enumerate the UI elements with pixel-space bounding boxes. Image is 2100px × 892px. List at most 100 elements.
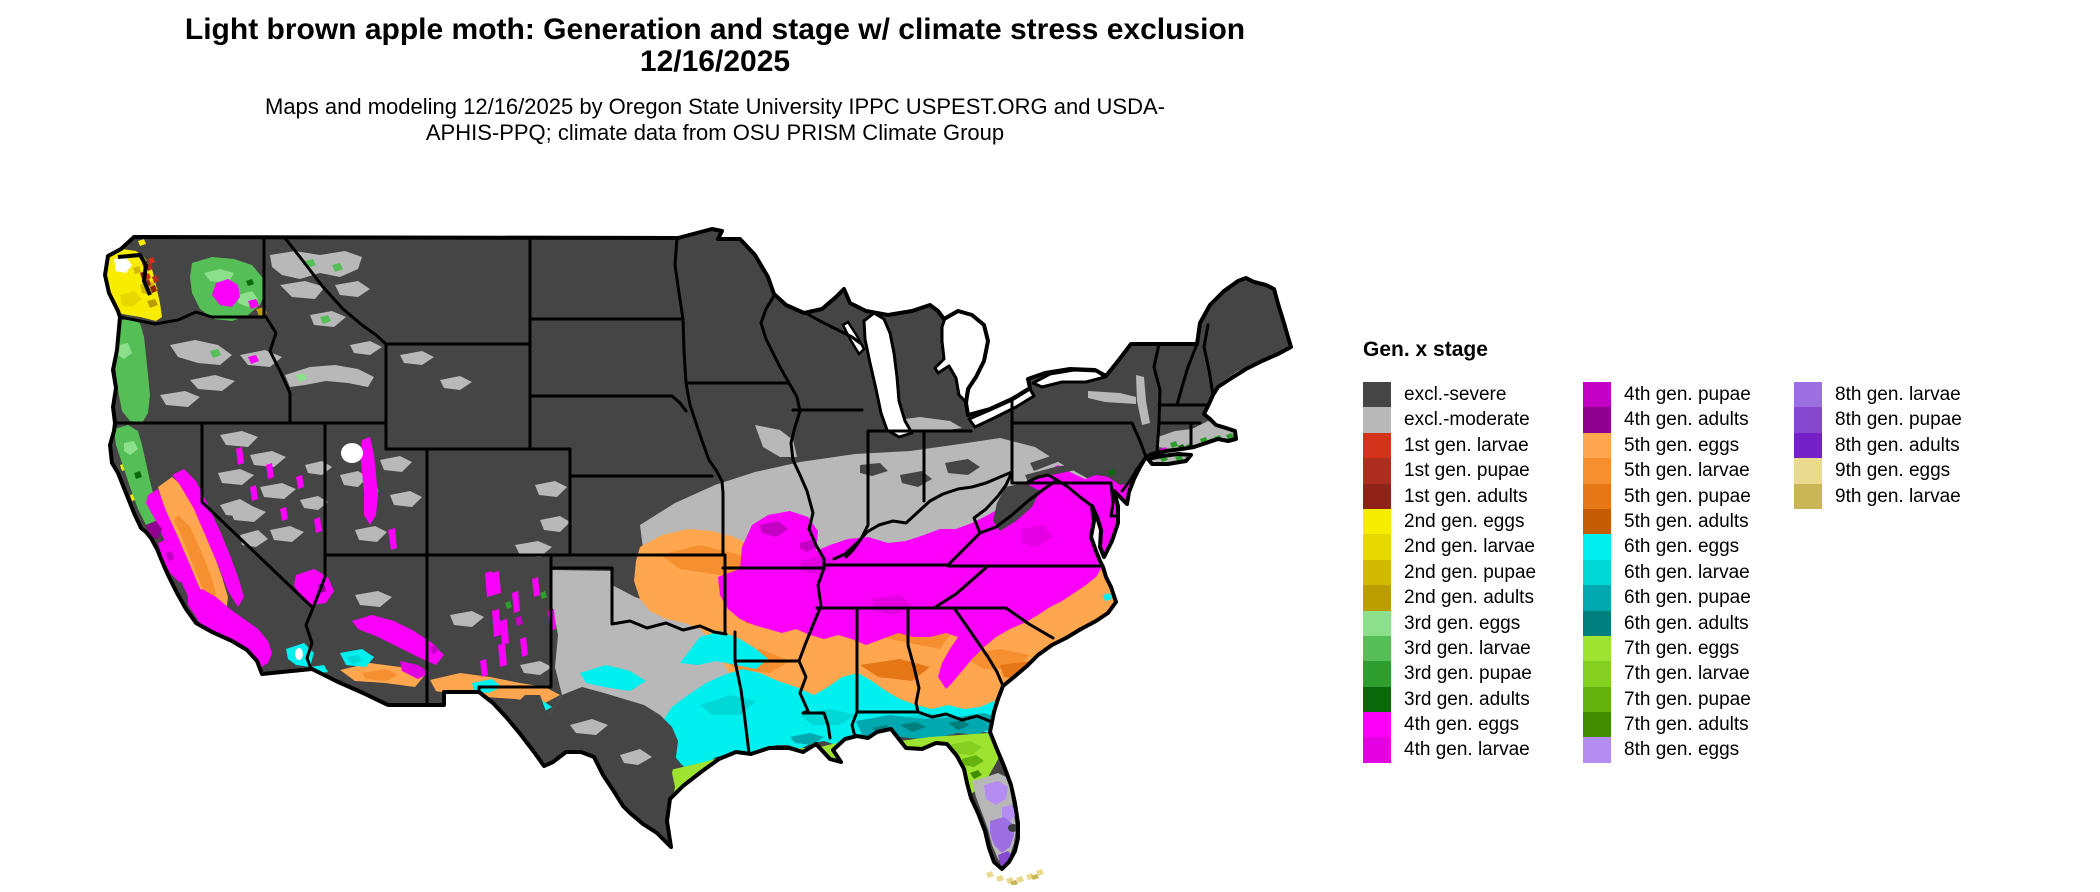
legend-item: 3rd gen. eggs bbox=[1363, 610, 1583, 636]
lake-okeechobee bbox=[1008, 824, 1018, 832]
legend-item-label: 4th gen. larvae bbox=[1404, 739, 1530, 761]
legend-item-label: excl.-severe bbox=[1404, 384, 1507, 405]
legend-item: 4th gen. eggs bbox=[1363, 712, 1583, 738]
legend-swatch bbox=[1794, 483, 1822, 509]
legend-item-label: 5th gen. larvae bbox=[1624, 460, 1750, 482]
legend-item-label: 9th gen. eggs bbox=[1835, 460, 1951, 482]
legend-item-label: 8th gen. eggs bbox=[1624, 739, 1740, 761]
legend-swatch bbox=[1363, 432, 1391, 459]
legend-item-label: 7th gen. eggs bbox=[1624, 637, 1740, 659]
legend-item: 2nd gen. larvae bbox=[1363, 534, 1583, 560]
legend-swatch bbox=[1363, 559, 1391, 586]
map-region-5th-gen-eggs bbox=[158, 477, 1116, 713]
legend-swatch bbox=[1363, 661, 1391, 687]
legend-item-label: 3rd gen. adults bbox=[1404, 688, 1530, 710]
legend-swatch bbox=[1363, 508, 1391, 535]
legend-swatch bbox=[1583, 534, 1611, 560]
legend-item: excl.-severe bbox=[1363, 382, 1583, 408]
legend-swatch bbox=[1794, 407, 1822, 433]
legend-swatch bbox=[1363, 610, 1391, 636]
legend-item: 8th gen. larvae bbox=[1794, 382, 2004, 408]
legend-item-label: 6th gen. larvae bbox=[1624, 561, 1750, 583]
legend-swatch bbox=[1363, 635, 1391, 662]
lake-superior bbox=[774, 273, 942, 315]
map-keys-dots bbox=[986, 869, 1044, 886]
legend-item: 5th gen. larvae bbox=[1583, 458, 1794, 484]
legend-item: 5th gen. adults bbox=[1583, 508, 1794, 535]
legend-item: 7th gen. eggs bbox=[1583, 635, 1794, 662]
state-borders bbox=[113, 236, 1215, 755]
map-region-3rd-gen-larvae bbox=[113, 257, 343, 531]
legend-item: 7th gen. pupae bbox=[1583, 686, 1794, 713]
legend-swatch bbox=[1583, 559, 1611, 586]
legend-item-label: 5th gen. adults bbox=[1624, 510, 1749, 532]
legend-swatch bbox=[1363, 407, 1391, 433]
legend-item-label: 7th gen. larvae bbox=[1624, 663, 1750, 685]
legend-item: 3rd gen. larvae bbox=[1363, 635, 1583, 662]
legend-item: 6th gen. larvae bbox=[1583, 559, 1794, 586]
legend-swatch bbox=[1583, 407, 1611, 433]
map-region-7th-gen-larvae bbox=[750, 741, 999, 787]
legend-item: 2nd gen. pupae bbox=[1363, 559, 1583, 586]
map-region-9th-gen-eggs bbox=[986, 869, 1044, 884]
legend-item: 6th gen. eggs bbox=[1583, 534, 1794, 560]
legend-item-label: excl.-moderate bbox=[1404, 409, 1530, 431]
legend-swatch bbox=[1363, 737, 1391, 763]
puget-sound-inlets bbox=[117, 252, 152, 296]
legend-swatch bbox=[1583, 483, 1611, 509]
legend-swatch bbox=[1583, 712, 1611, 738]
legend-item-label: 1st gen. pupae bbox=[1404, 460, 1530, 482]
map-header: Light brown apple moth: Generation and s… bbox=[0, 14, 1430, 146]
legend-column-1: excl.-severe excl.-moderate 1st gen. larva… bbox=[1363, 382, 1583, 763]
map-region-9th-gen-larvae bbox=[1010, 874, 1039, 886]
legend-item-label: 8th gen. larvae bbox=[1835, 384, 1961, 405]
legend-item: 7th gen. adults bbox=[1583, 712, 1794, 738]
legend-title: Gen. x stage bbox=[1363, 338, 1488, 361]
map-container bbox=[100, 225, 1310, 886]
map-water-features bbox=[114, 252, 1107, 660]
legend-swatch bbox=[1363, 712, 1391, 738]
legend-swatch bbox=[1794, 382, 1822, 408]
legend-item: 1st gen. larvae bbox=[1363, 432, 1583, 459]
great-salt-lake bbox=[341, 443, 363, 463]
legend-swatch bbox=[1583, 686, 1611, 713]
legend-item: 2nd gen. adults bbox=[1363, 585, 1583, 611]
legend-swatch bbox=[1583, 661, 1611, 687]
legend-swatch bbox=[1794, 432, 1822, 459]
legend-item: 3rd gen. pupae bbox=[1363, 661, 1583, 687]
legend-column-2: 4th gen. pupae 4th gen. adults 5th gen. eg… bbox=[1583, 382, 1794, 763]
legend-swatch bbox=[1794, 458, 1822, 484]
legend-item: 5th gen. pupae bbox=[1583, 483, 1794, 509]
legend-item-label: 4th gen. adults bbox=[1624, 409, 1749, 431]
legend-item: 2nd gen. eggs bbox=[1363, 508, 1583, 535]
map-region-2nd-gen-larvae bbox=[120, 291, 142, 340]
legend-swatch bbox=[1583, 737, 1611, 763]
legend-swatch bbox=[1363, 382, 1391, 408]
legend-swatch bbox=[1583, 508, 1611, 535]
legend-item-label: 6th gen. pupae bbox=[1624, 587, 1751, 609]
map-region-8th-gen-larvae bbox=[990, 817, 1014, 853]
legend-item-label: 2nd gen. eggs bbox=[1404, 510, 1525, 532]
legend-item: 5th gen. eggs bbox=[1583, 432, 1794, 459]
legend-swatch bbox=[1583, 610, 1611, 636]
legend-item-label: 3rd gen. larvae bbox=[1404, 637, 1531, 659]
legend-item-label: 7th gen. adults bbox=[1624, 714, 1749, 736]
legend-swatch bbox=[1363, 534, 1391, 560]
legend-item: 4th gen. adults bbox=[1583, 407, 1794, 433]
legend-item-label: 4th gen. eggs bbox=[1404, 714, 1520, 736]
legend-column-3: 8th gen. larvae 8th gen. pupae 8th gen. ad… bbox=[1794, 382, 2004, 509]
legend-item-label: 8th gen. pupae bbox=[1835, 409, 1962, 431]
legend-item: 1st gen. adults bbox=[1363, 483, 1583, 509]
legend-item: 7th gen. larvae bbox=[1583, 661, 1794, 687]
legend-item: 6th gen. pupae bbox=[1583, 585, 1794, 611]
legend-item-label: 5th gen. pupae bbox=[1624, 485, 1751, 507]
legend-item: 6th gen. adults bbox=[1583, 610, 1794, 636]
legend-item: 9th gen. larvae bbox=[1794, 483, 2004, 509]
lake-michigan bbox=[862, 311, 914, 439]
legend-item: 1st gen. pupae bbox=[1363, 458, 1583, 484]
map-region-1st-gen-pupae-specks bbox=[146, 263, 159, 283]
legend-item: 3rd gen. adults bbox=[1363, 686, 1583, 713]
legend-item: 4th gen. larvae bbox=[1363, 737, 1583, 763]
olympic-nodata-patch bbox=[114, 257, 132, 273]
